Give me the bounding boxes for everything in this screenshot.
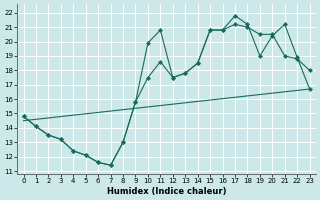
X-axis label: Humidex (Indice chaleur): Humidex (Indice chaleur) (107, 187, 226, 196)
